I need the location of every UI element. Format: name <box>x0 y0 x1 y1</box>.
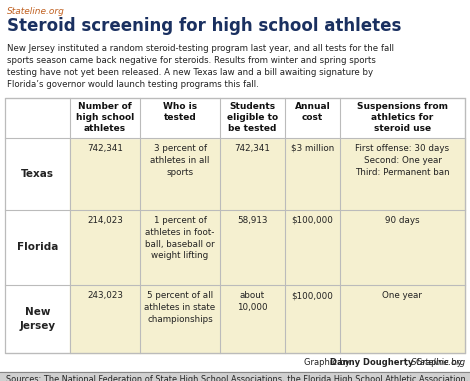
Text: 90 days: 90 days <box>385 216 420 225</box>
Text: Florida: Florida <box>17 242 58 253</box>
Text: Graphic by: Graphic by <box>305 358 353 367</box>
Text: 3 percent of
athletes in all
sports: 3 percent of athletes in all sports <box>150 144 210 177</box>
Bar <box>5 210 70 285</box>
Text: Number of
high school
athletes: Number of high school athletes <box>76 102 134 133</box>
Text: One year: One year <box>383 291 423 300</box>
Bar <box>70 138 465 210</box>
Bar <box>5 138 70 210</box>
Text: Graphic by: Graphic by <box>416 358 465 367</box>
Text: 1 percent of
athletes in foot-
ball, baseball or
weight lifting: 1 percent of athletes in foot- ball, bas… <box>145 216 215 260</box>
Text: Who is
tested: Who is tested <box>163 102 197 122</box>
Text: Danny Dougherty: Danny Dougherty <box>329 358 413 367</box>
Bar <box>5 98 465 353</box>
Text: New Jersey instituted a random steroid-testing program last year, and all tests : New Jersey instituted a random steroid-t… <box>7 44 394 90</box>
Bar <box>70 285 465 353</box>
Text: 742,341: 742,341 <box>235 144 270 153</box>
Text: 5 percent of all
athletes in state
championships: 5 percent of all athletes in state champ… <box>144 291 216 323</box>
Text: New
Jersey: New Jersey <box>19 307 55 331</box>
Bar <box>70 210 465 285</box>
Text: , Stateline.org: , Stateline.org <box>406 358 465 367</box>
Text: Students
eligible to
be tested: Students eligible to be tested <box>227 102 278 133</box>
Text: Sources: The National Federation of State High School Associations, the Florida : Sources: The National Federation of Stat… <box>6 375 469 381</box>
Text: Suspensions from
athletics for
steroid use: Suspensions from athletics for steroid u… <box>357 102 448 133</box>
Bar <box>0 372 470 381</box>
Text: 742,341: 742,341 <box>87 144 123 153</box>
Text: $100,000: $100,000 <box>291 216 333 225</box>
Text: about
10,000: about 10,000 <box>237 291 268 312</box>
Text: Texas: Texas <box>21 169 54 179</box>
Text: 214,023: 214,023 <box>87 216 123 225</box>
Text: First offense: 30 days
Second: One year
Third: Permanent ban: First offense: 30 days Second: One year … <box>355 144 450 177</box>
Bar <box>5 285 70 353</box>
Text: Annual
cost: Annual cost <box>295 102 330 122</box>
Bar <box>5 98 465 138</box>
Text: Stateline.org: Stateline.org <box>7 7 65 16</box>
Text: 243,023: 243,023 <box>87 291 123 300</box>
Text: Steroid screening for high school athletes: Steroid screening for high school athlet… <box>7 17 401 35</box>
Text: $100,000: $100,000 <box>291 291 333 300</box>
Text: $3 million: $3 million <box>291 144 334 153</box>
Text: 58,913: 58,913 <box>237 216 268 225</box>
